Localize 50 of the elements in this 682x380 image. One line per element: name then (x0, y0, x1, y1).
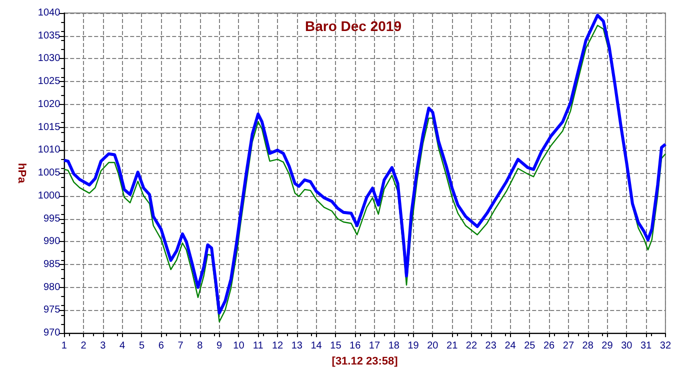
y-tick-label: 985 (43, 259, 61, 270)
x-tick-label: 17 (368, 340, 380, 352)
x-tick-label: 5 (138, 340, 145, 352)
y-tick-label: 995 (43, 213, 61, 224)
x-axis-title: [31.12 23:58] (332, 356, 398, 368)
x-tick-label: 6 (158, 340, 164, 352)
x-tick-label: 12 (272, 340, 284, 352)
x-tick-label: 19 (408, 340, 420, 352)
x-tick-label: 4 (120, 340, 126, 352)
x-tick-label: 14 (310, 340, 322, 352)
x-tick-label: 27 (562, 340, 574, 352)
x-tick-label: 18 (388, 340, 400, 352)
y-tick-label: 1020 (38, 98, 61, 110)
y-tick-label: 970 (43, 328, 61, 339)
x-tick-label: 9 (216, 340, 223, 352)
x-tick-label: 20 (427, 340, 439, 352)
y-tick-label: 1035 (38, 30, 61, 42)
y-tick-label: 1010 (38, 144, 61, 156)
x-tick-label: 23 (485, 340, 497, 352)
y-tick-label: 1000 (38, 190, 61, 202)
y-axis-title: hPa (16, 162, 28, 184)
x-tick-label: 22 (466, 340, 478, 352)
x-tick-label: 25 (524, 340, 536, 352)
x-tick-label: 31 (640, 340, 652, 352)
x-tick-label: 3 (100, 340, 106, 352)
y-tick-label: 1025 (38, 76, 61, 88)
x-tick-label: 2 (80, 340, 87, 352)
y-tick-label: 990 (43, 236, 61, 248)
x-tick-label: 1 (61, 340, 68, 352)
y-tick-label: 975 (43, 304, 61, 316)
x-tick-label: 21 (446, 340, 458, 352)
chart-title: Baro Dec 2019 (305, 18, 402, 34)
y-tick-label: 1040 (38, 8, 61, 18)
x-tick-label: 29 (602, 340, 614, 352)
x-tick-label: 13 (291, 340, 303, 352)
x-tick-label: 26 (543, 340, 556, 352)
y-tick-label: 1015 (38, 122, 61, 133)
x-tick-label: 30 (621, 340, 633, 352)
x-tick-label: 16 (350, 340, 362, 352)
x-tick-label: 15 (330, 340, 342, 352)
x-tick-label: 10 (233, 340, 245, 352)
y-tick-label: 980 (43, 282, 61, 293)
x-tick-label: 7 (178, 340, 184, 352)
x-tick-label: 24 (504, 340, 516, 352)
x-tick-label: 11 (252, 340, 264, 352)
y-tick-label: 1030 (38, 53, 61, 64)
x-tick-label: 32 (660, 340, 672, 352)
x-tick-label: 8 (197, 340, 204, 352)
x-tick-label: 28 (582, 340, 594, 352)
y-tick-label: 1005 (38, 168, 61, 179)
